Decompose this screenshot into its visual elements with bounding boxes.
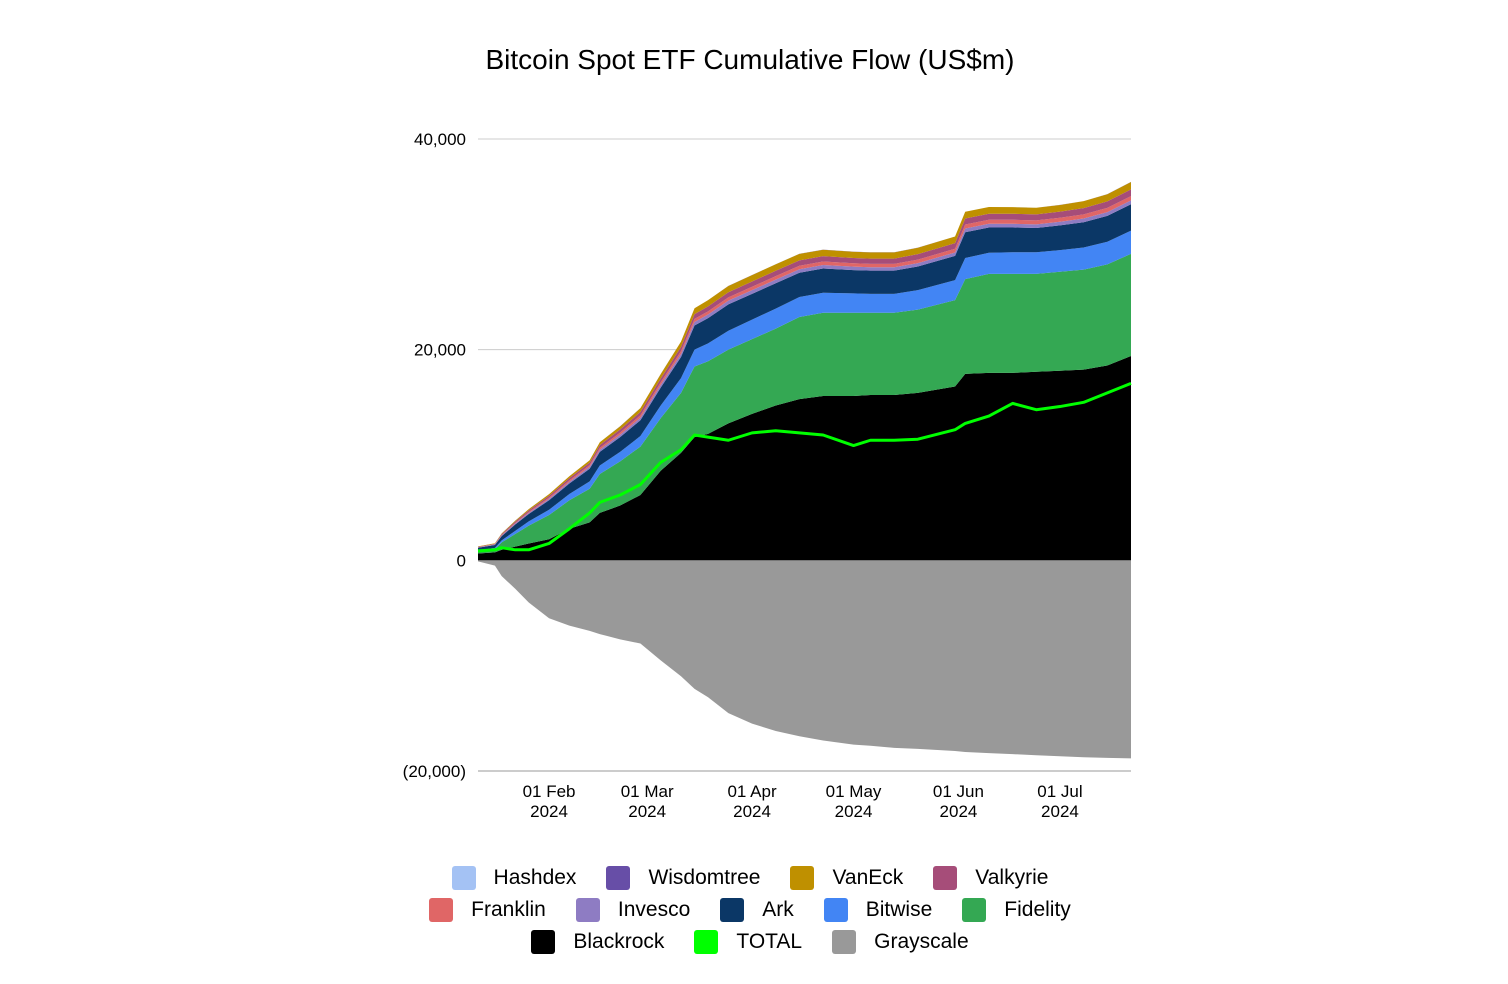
legend-swatch (823, 898, 848, 922)
legend-row: Hashdex Wisdomtree VanEck Valkyrie (0, 862, 1500, 894)
area-valkyrie (478, 189, 1131, 548)
legend-swatch (451, 866, 476, 890)
legend-label: Blackrock (573, 930, 665, 953)
legend-item-hashdex: Hashdex (451, 866, 577, 890)
legend-swatch (790, 866, 815, 890)
legend-row: Franklin Invesco Ark Bitwise Fidelity (0, 894, 1500, 926)
legend-item-invesco: Invesco (575, 898, 691, 922)
legend-swatch (962, 898, 987, 922)
legend-swatch (933, 866, 958, 890)
legend-swatch (575, 898, 600, 922)
legend-label: Valkyrie (975, 866, 1049, 889)
legend: Hashdex Wisdomtree VanEck Valkyrie Franklin I… (0, 862, 1500, 958)
line-total (477, 381, 1132, 553)
area-ark (478, 204, 1131, 551)
area-franklin (478, 196, 1131, 548)
legend-label: Invesco (617, 898, 691, 921)
legend-label: Grayscale (874, 930, 969, 953)
area-blackrock (478, 355, 1131, 561)
legend-item-wisdomtree: Wisdomtree (606, 866, 760, 890)
legend-label: Franklin (471, 898, 546, 921)
legend-label: Fidelity (1004, 898, 1071, 921)
legend-swatch (429, 898, 454, 922)
legend-swatch (606, 866, 631, 890)
area-grayscale (478, 560, 1131, 759)
legend-swatch (531, 930, 556, 954)
legend-label: VanEck (832, 866, 904, 889)
legend-row: Blackrock TOTAL Grayscale (0, 926, 1500, 958)
stacked-areas (478, 181, 1131, 759)
area-fidelity (478, 253, 1131, 554)
y-tick-label: 0 (457, 551, 466, 570)
y-tick-label: 40,000 (414, 130, 466, 149)
legend-swatch (832, 930, 857, 954)
legend-item-blackrock: Blackrock (531, 930, 664, 954)
x-tick-label: 01 Apr 2024 (727, 782, 776, 821)
legend-label: Bitwise (865, 898, 933, 921)
x-tick-label: 01 May 2024 (826, 782, 882, 821)
area-bitwise (478, 230, 1131, 552)
legend-item-fidelity: Fidelity (962, 898, 1071, 922)
x-tick-label: 01 Mar 2024 (621, 782, 674, 821)
x-tick-label: 01 Jul 2024 (1037, 782, 1082, 821)
y-tick-label: 20,000 (414, 341, 466, 360)
legend-label: Hashdex (493, 866, 577, 889)
area-vaneck (478, 181, 1131, 547)
x-tick-label: 01 Feb 2024 (523, 782, 576, 821)
x-tick-label: 01 Jun 2024 (933, 782, 984, 821)
area-invesco (478, 200, 1131, 548)
total-line-layer (477, 381, 1132, 553)
legend-item-bitwise: Bitwise (823, 898, 933, 922)
axes: 40,000 20,000 0 (20,000) 01 Feb 2024 01 Mar 202… (403, 130, 1131, 821)
legend-label: Ark (762, 898, 794, 921)
legend-item-total: TOTAL (694, 930, 802, 954)
legend-swatch (694, 930, 719, 954)
chart-title: Bitcoin Spot ETF Cumulative Flow (US$m) (485, 44, 1015, 75)
legend-item-valkyrie: Valkyrie (933, 866, 1048, 890)
legend-label: TOTAL (736, 930, 803, 953)
y-tick-label: (20,000) (403, 762, 466, 781)
legend-item-ark: Ark (720, 898, 794, 922)
legend-swatch (720, 898, 745, 922)
legend-item-grayscale: Grayscale (832, 930, 969, 954)
legend-item-vaneck: VanEck (790, 866, 903, 890)
legend-item-franklin: Franklin (429, 898, 546, 922)
legend-label: Wisdomtree (648, 866, 761, 889)
